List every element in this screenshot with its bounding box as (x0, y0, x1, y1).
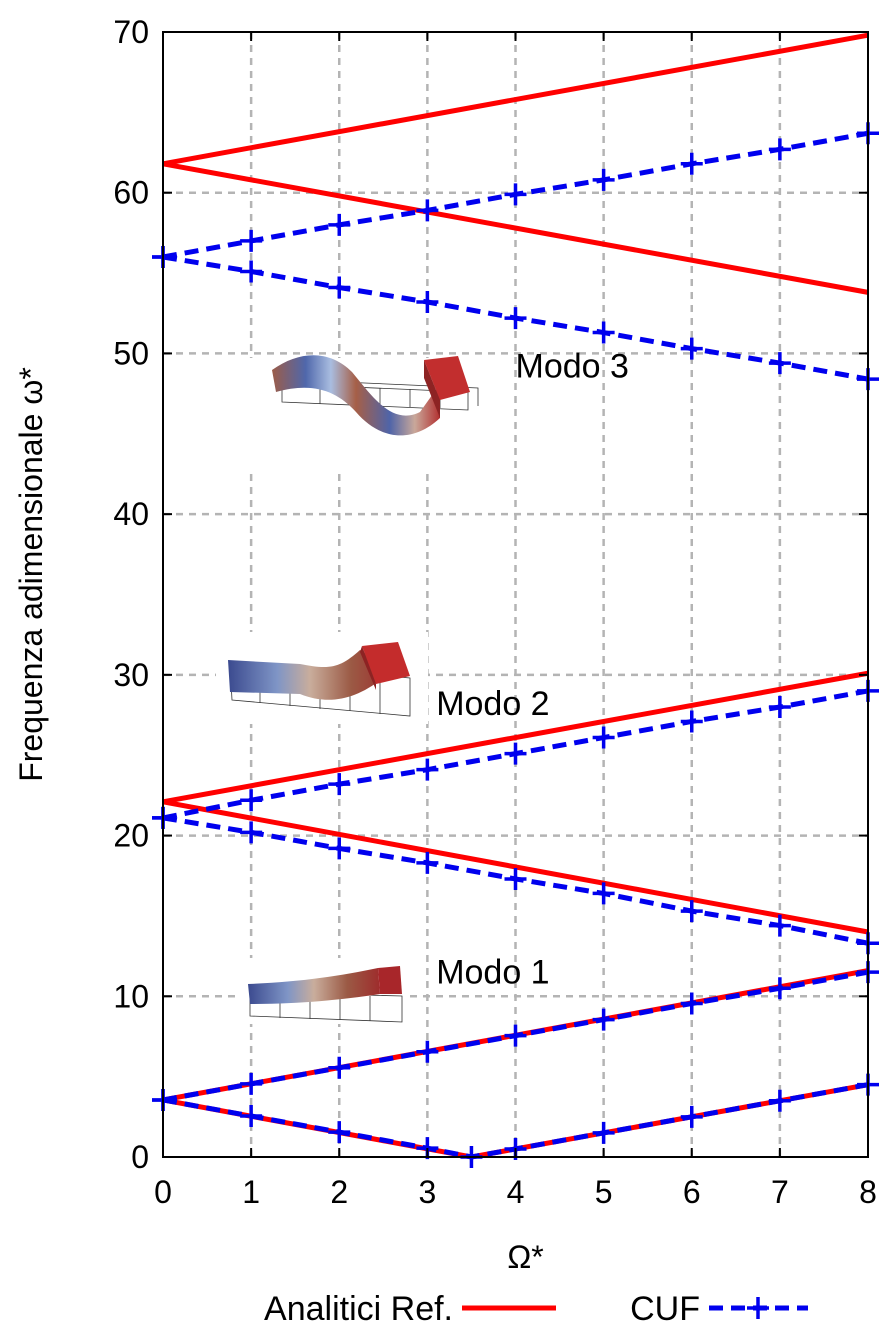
cuf-point (416, 851, 439, 874)
cuf-point (680, 337, 703, 360)
mode-2-shape-illustration (228, 642, 411, 717)
mode-shape-illustrations (216, 355, 486, 1024)
y-tick-label: 20 (113, 818, 149, 854)
cuf-point (768, 914, 791, 937)
cuf-point (768, 352, 791, 375)
analitici-ref-line (162, 161, 869, 295)
cuf-point (328, 213, 351, 236)
cuf-point (240, 1105, 263, 1128)
legend-label-cuf: CUF (630, 1290, 700, 1328)
x-axis-title: Ω* (507, 1239, 543, 1275)
cuf-point (240, 260, 263, 283)
x-tick-label: 6 (683, 1174, 701, 1210)
cuf-point (592, 321, 615, 344)
cuf-point (240, 789, 263, 812)
analitici-ref-line (162, 32, 869, 167)
cuf-point (328, 1121, 351, 1144)
legend-label-analitici: Analitici Ref. (264, 1290, 453, 1328)
y-tick-label: 40 (113, 496, 149, 532)
y-tick-label: 0 (131, 1139, 149, 1175)
cuf-point (416, 199, 439, 222)
cuf-point (592, 726, 615, 749)
cuf-point (768, 1089, 791, 1112)
analitici-ref-path (162, 161, 869, 295)
analitici-ref-path (162, 670, 869, 805)
cuf-point (328, 837, 351, 860)
analitici-ref-path (162, 799, 869, 935)
x-tick-label: 1 (242, 1174, 260, 1210)
cuf-point (240, 229, 263, 252)
cuf-point (768, 138, 791, 161)
annotations: Modo 3 Modo 2 Modo 1 (436, 348, 629, 992)
cuf-point (328, 1056, 351, 1079)
cuf-point (680, 1105, 703, 1128)
cuf-point (592, 1121, 615, 1144)
cuf-point (328, 773, 351, 796)
legend-swatch-cuf-marker (747, 1297, 769, 1319)
mode-1-shape-illustration (248, 966, 403, 1023)
cuf-point (416, 1040, 439, 1063)
cuf-point (680, 152, 703, 175)
x-tick-label: 8 (859, 1174, 877, 1210)
cuf-point (680, 710, 703, 733)
analitici-ref-line (162, 799, 869, 935)
y-tick-label: 30 (113, 657, 149, 693)
axis-ticks: 0 1 2 3 4 5 6 7 8 0 10 20 30 40 50 60 70 (113, 14, 876, 1210)
cuf-line (152, 246, 879, 391)
y-axis-title: Frequenza adimensionale ω* (13, 367, 49, 782)
analitici-ref-line (162, 670, 869, 805)
mode-label: Modo 2 (436, 685, 549, 723)
cuf-point (680, 992, 703, 1015)
x-tick-label: 2 (330, 1174, 348, 1210)
cuf-point (504, 1024, 527, 1047)
cuf-point (504, 867, 527, 890)
cuf-point (416, 758, 439, 781)
cuf-point (592, 168, 615, 191)
cuf-point (768, 977, 791, 1000)
cuf-point (416, 291, 439, 313)
cuf-point (504, 742, 527, 765)
cuf-point (680, 900, 703, 923)
mode-label: Modo 3 (516, 348, 629, 386)
cuf-path (162, 1082, 869, 1160)
x-tick-label: 3 (418, 1174, 436, 1210)
cuf-point (504, 307, 527, 330)
cuf-point (592, 882, 615, 905)
y-tick-label: 60 (113, 175, 149, 211)
mode-3-shape-illustration (272, 355, 479, 436)
cuf-point (328, 276, 351, 299)
y-tick-label: 50 (113, 335, 149, 371)
y-tick-label: 10 (113, 978, 149, 1014)
legend: Analitici Ref. CUF (264, 1290, 808, 1328)
cuf-point (240, 1072, 263, 1095)
cuf-point (592, 1008, 615, 1031)
x-tick-label: 0 (154, 1174, 172, 1210)
cuf-point (504, 183, 527, 206)
x-tick-label: 4 (507, 1174, 525, 1210)
cuf-point (240, 821, 263, 844)
x-tick-label: 5 (595, 1174, 613, 1210)
x-tick-label: 7 (771, 1174, 789, 1210)
y-tick-label: 70 (113, 14, 149, 50)
mode-label: Modo 1 (436, 953, 549, 991)
cuf-point (768, 696, 791, 718)
analitici-ref-path (162, 32, 869, 167)
